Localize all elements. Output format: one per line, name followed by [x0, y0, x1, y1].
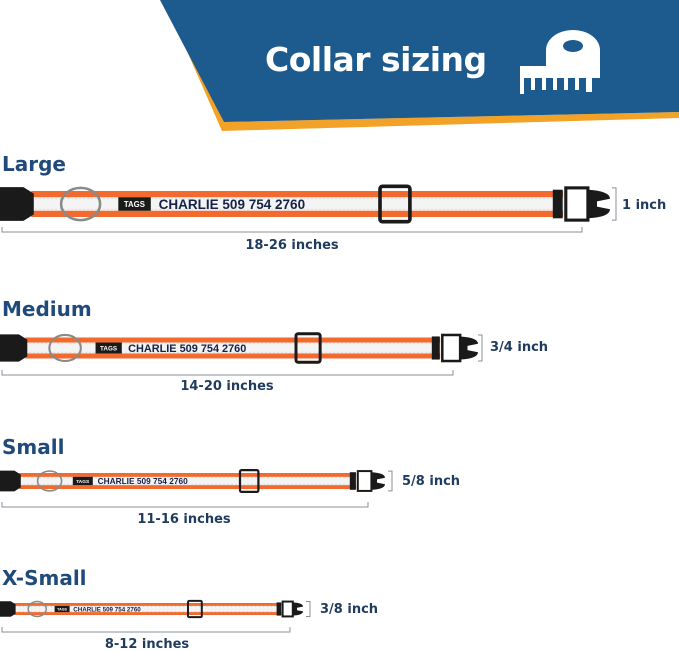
d-ring	[59, 186, 102, 222]
collar-x-small: TAGS CHARLIE 509 754 2760	[0, 599, 311, 633]
header-banner	[160, 0, 679, 131]
width-bracket	[478, 334, 483, 362]
buckle-stop	[349, 472, 356, 490]
buckle-male-frame	[564, 186, 590, 222]
collar-large: TAGS CHARLIE 509 754 2760	[0, 184, 617, 233]
width-large: 1 inch	[622, 198, 667, 213]
buckle-female	[0, 334, 28, 362]
buckle-stop	[552, 189, 563, 219]
d-ring	[36, 470, 63, 492]
collar-name-text: CHARLIE 509 754 2760	[128, 343, 246, 355]
brand-tag-text: TAGS	[124, 200, 145, 209]
width-small: 5/8 inch	[402, 474, 461, 489]
width-x-small: 3/8 inch	[320, 602, 379, 617]
reflective-stripe	[14, 605, 282, 613]
reflective-stripe	[19, 476, 357, 486]
width-bracket	[612, 187, 617, 221]
buckle-male-frame	[356, 470, 373, 492]
brand-tag	[118, 197, 151, 211]
size-label-medium: Medium	[2, 297, 92, 321]
brand-tag-text: TAGS	[76, 479, 90, 485]
size-label-x-small: X-Small	[2, 566, 87, 590]
size-label-small: Small	[2, 435, 65, 459]
length-bracket	[1, 502, 369, 508]
length-bracket	[1, 370, 454, 376]
brand-tag	[72, 476, 93, 486]
length-large: 18-26 inches	[245, 238, 339, 253]
reflective-stripe	[31, 197, 564, 211]
buckle-prongs	[460, 336, 478, 360]
buckle-stop	[431, 336, 440, 360]
d-ring	[48, 333, 82, 363]
size-label-large: Large	[2, 152, 66, 176]
length-small: 11-16 inches	[137, 512, 231, 527]
buckle-stop	[276, 602, 282, 616]
buckle-prongs	[371, 472, 385, 490]
brand-tag-text: TAGS	[100, 346, 117, 353]
measuring-tape-icon	[520, 30, 600, 94]
keeper-slider	[294, 332, 322, 364]
collar-small: TAGS CHARLIE 509 754 2760	[0, 468, 393, 508]
collar-name-text: CHARLIE 509 754 2760	[98, 476, 188, 486]
buckle-male-frame	[441, 333, 462, 363]
keeper-slider	[187, 599, 203, 619]
length-medium: 14-20 inches	[180, 379, 274, 394]
width-bracket	[388, 470, 393, 492]
buckle-male-frame	[281, 600, 294, 618]
buckle-prongs	[587, 189, 610, 219]
buckle-female	[0, 601, 16, 617]
buckle-female	[0, 187, 34, 221]
buckle-female	[0, 470, 21, 492]
banner-background	[160, 0, 679, 122]
collar-medium: TAGS CHARLIE 509 754 2760	[0, 332, 483, 376]
width-medium: 3/4 inch	[490, 340, 549, 355]
collar-name-text: CHARLIE 509 754 2760	[73, 606, 141, 613]
brand-tag	[95, 342, 122, 354]
width-bracket	[306, 601, 311, 617]
collar-name-text: CHARLIE 509 754 2760	[159, 197, 306, 212]
d-ring	[27, 600, 47, 618]
length-x-small: 8-12 inches	[104, 637, 190, 652]
keeper-slider	[378, 184, 412, 224]
length-bracket	[1, 227, 583, 233]
keeper-slider	[238, 468, 260, 493]
banner-accent-stripe	[168, 8, 679, 131]
page-title: Collar sizing	[265, 40, 487, 79]
brand-tag	[54, 605, 70, 613]
length-bracket	[1, 627, 291, 633]
reflective-stripe	[25, 342, 441, 354]
brand-tag-text: TAGS	[57, 607, 67, 611]
buckle-prongs	[292, 602, 303, 616]
